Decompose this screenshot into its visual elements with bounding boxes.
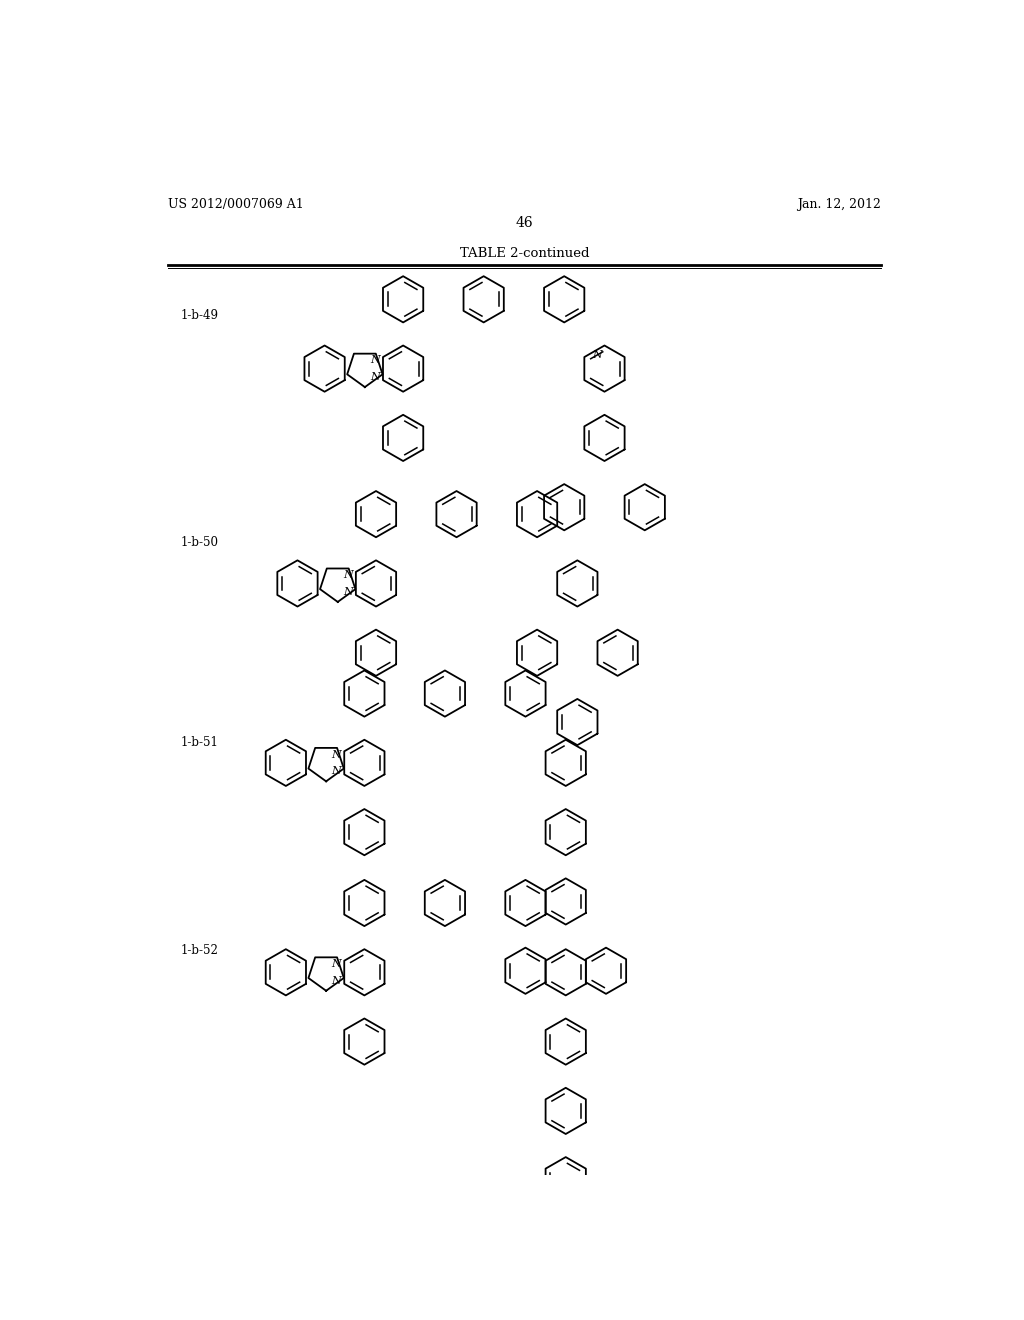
Text: TABLE 2-continued: TABLE 2-continued — [460, 247, 590, 260]
Text: 1-b-52: 1-b-52 — [180, 944, 218, 957]
Text: N: N — [371, 355, 380, 366]
Text: N: N — [343, 587, 353, 597]
Text: N: N — [332, 975, 341, 986]
Text: N: N — [371, 372, 380, 381]
Text: N: N — [593, 350, 602, 360]
Text: N: N — [332, 750, 341, 759]
Text: US 2012/0007069 A1: US 2012/0007069 A1 — [168, 198, 304, 211]
Text: 1-b-49: 1-b-49 — [180, 309, 219, 322]
Text: 46: 46 — [516, 216, 534, 230]
Text: 1-b-50: 1-b-50 — [180, 536, 219, 549]
Text: 1-b-51: 1-b-51 — [180, 737, 218, 748]
Text: N: N — [332, 766, 341, 776]
Text: N: N — [332, 958, 341, 969]
Text: Jan. 12, 2012: Jan. 12, 2012 — [798, 198, 882, 211]
Text: N: N — [343, 570, 353, 579]
